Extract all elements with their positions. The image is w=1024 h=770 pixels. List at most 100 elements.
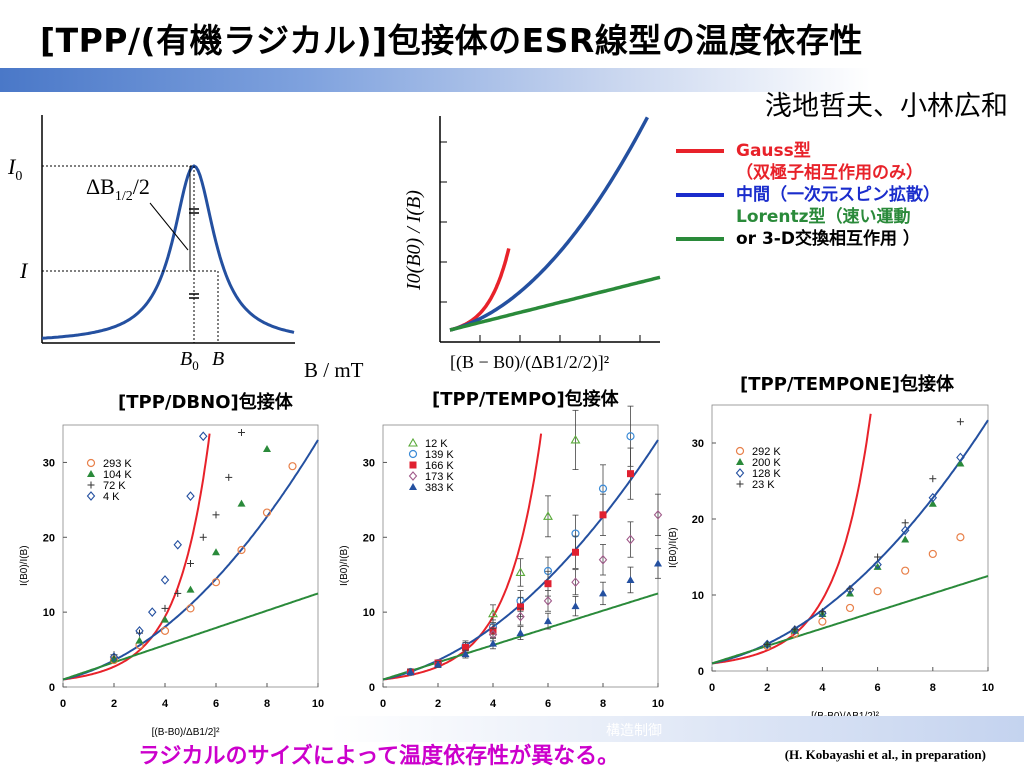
y-tick-label: 0 — [49, 682, 55, 694]
data-point — [626, 534, 635, 545]
series-legend-label: 23 K — [752, 479, 775, 491]
y-tick-label: 20 — [692, 514, 704, 526]
data-point — [901, 519, 909, 527]
data-point — [956, 533, 965, 542]
data-point — [735, 446, 745, 456]
data-point — [928, 499, 937, 507]
data-point — [135, 626, 144, 636]
legend-lorentz-note: or 3-D交換相互作用 ） — [736, 229, 920, 249]
data-point — [736, 480, 744, 488]
data-point — [86, 458, 96, 468]
panel-label-tempone: [TPP/TEMPONE]包接体 — [740, 374, 955, 395]
data-point — [873, 559, 882, 570]
data-point — [161, 615, 169, 623]
data-point — [173, 539, 182, 550]
intensity-ratio-plot: I0(B0) / I(B) [(B − B0)/(ΔB1/2/2)]² — [403, 116, 661, 373]
footer-text: 構造制御 — [606, 723, 662, 739]
data-point — [135, 636, 144, 644]
ratio-lorentz-curve — [449, 275, 661, 332]
series-legend-label: 139 K — [425, 449, 454, 461]
data-point — [488, 608, 498, 618]
lorentz-curve — [62, 592, 319, 681]
series-legend-label: 72 K — [103, 480, 126, 492]
data-point — [517, 603, 524, 611]
legend-lorentz-label: Lorentz型（速い運動 — [736, 207, 911, 227]
data-point — [572, 548, 579, 556]
x-tick-label: 10 — [312, 698, 324, 710]
lorentz-curve — [711, 575, 989, 665]
series-legend-label: 293 K — [103, 458, 132, 470]
data-point — [846, 585, 854, 593]
series-legend-label: 173 K — [425, 471, 454, 483]
data-point — [736, 458, 744, 465]
data-point — [626, 575, 635, 583]
legend-gauss: Gauss型 — [676, 140, 940, 162]
data-point — [462, 643, 469, 651]
series-legend-label: 12 K — [425, 438, 448, 450]
data-point — [409, 483, 417, 490]
x-tick-label: 10 — [652, 698, 664, 710]
data-point — [174, 589, 182, 597]
data-point — [161, 604, 169, 612]
footer-bar — [330, 716, 1024, 742]
data-point — [956, 418, 964, 426]
data-point — [186, 585, 195, 593]
plot-frame — [62, 424, 319, 688]
series-legend-label: 383 K — [425, 482, 454, 494]
x-tick-label: 8 — [264, 698, 270, 710]
tempo-data-plot: 02468100102030[(B-B0)/ΔB1/2]²I(B0)/I(B)1… — [339, 405, 664, 738]
data-point — [929, 475, 937, 483]
data-point — [489, 639, 497, 647]
data-point — [598, 484, 608, 493]
x-tick-label: 6 — [213, 698, 219, 710]
schematic-curve — [41, 164, 295, 340]
schematic-lineshape-plot: I0 I ΔB1/2/2 B0 B B / mT — [7, 115, 364, 382]
page-title: [TPP/(有機ラジカル)]包接体のESR線型の温度依存性 — [40, 21, 863, 60]
series-legend-label: 104 K — [103, 469, 132, 481]
y-tick-label: 10 — [43, 607, 55, 619]
legend-intermediate-swatch — [676, 193, 724, 197]
data-point — [262, 508, 272, 517]
panel-label-tempo: [TPP/TEMPO]包接体 — [432, 389, 619, 410]
series-legend-label: 128 K — [752, 468, 781, 480]
data-point — [160, 626, 170, 635]
data-point — [791, 625, 799, 633]
legend-intermediate: 中間（一次元スピン拡散） — [676, 184, 940, 206]
data-point — [263, 444, 271, 452]
data-point — [408, 471, 418, 481]
data-point — [516, 611, 525, 622]
x-tick-label: 8 — [930, 682, 936, 694]
title-underline-bar — [0, 68, 1024, 92]
data-point — [148, 607, 157, 617]
b0-label: B0 — [180, 348, 199, 373]
data-point — [237, 545, 246, 555]
x-tick-label: 4 — [490, 698, 497, 710]
b-label: B — [212, 348, 224, 370]
data-point — [818, 617, 827, 626]
data-point — [434, 660, 442, 668]
data-point — [237, 499, 246, 507]
authors: 浅地哲夫、小林広和 — [765, 91, 1008, 122]
data-point — [406, 668, 415, 676]
x-tick-label: 6 — [545, 698, 551, 710]
data-point — [653, 509, 663, 520]
y-axis-label: I(B0)/I(B) — [19, 545, 30, 586]
gauss-curve — [382, 433, 543, 681]
data-point — [544, 580, 552, 588]
data-point — [516, 629, 525, 637]
plot-frame — [711, 404, 989, 672]
delta-pointer — [149, 202, 189, 251]
data-point — [598, 554, 608, 565]
ratio-x-axis-label: [(B − B0)/(ΔB1/2/2)]² — [450, 352, 609, 373]
data-point — [818, 608, 826, 616]
data-point — [199, 431, 208, 442]
legend-lorentz: or 3-D交換相互作用 ） — [676, 228, 940, 250]
data-point — [900, 525, 910, 536]
data-point — [544, 617, 552, 625]
legend-gauss-label: Gauss型 — [736, 141, 811, 161]
data-point — [543, 511, 553, 520]
delta-label: ΔB1/2/2 — [86, 174, 150, 204]
x-tick-label: 0 — [60, 698, 66, 710]
data-point — [87, 481, 95, 489]
